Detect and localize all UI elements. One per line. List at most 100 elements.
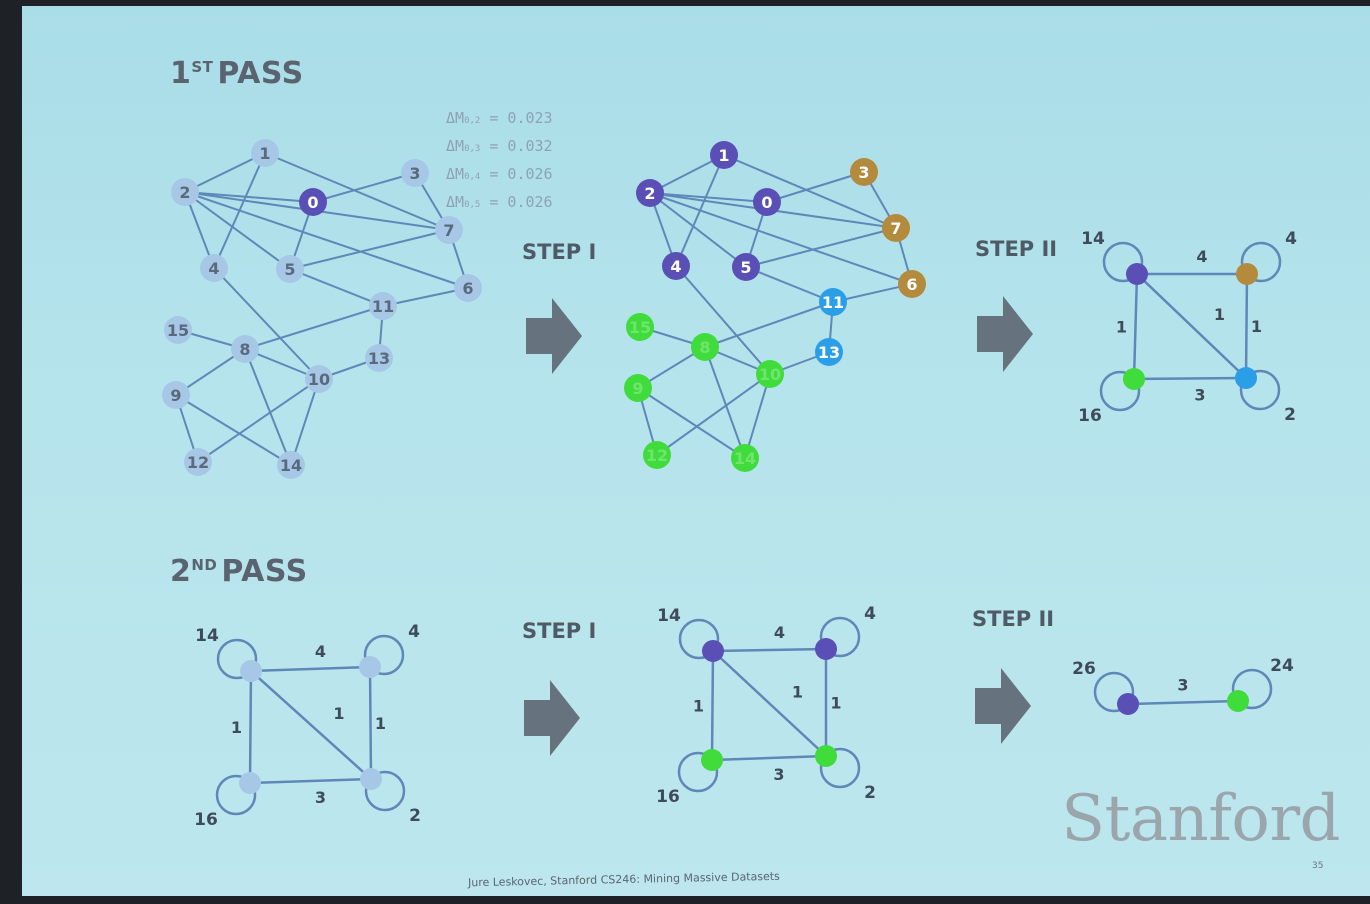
edge-weight-label: 1 xyxy=(693,697,704,716)
graph-node xyxy=(299,188,327,216)
graph-edge xyxy=(704,301,834,348)
delta-modularity-list: ΔM0,2 = 0.023 ΔM0,3 = 0.032 ΔM0,4 = 0.02… xyxy=(446,106,553,218)
graph-edge xyxy=(712,647,827,653)
graph-node-label: 14 xyxy=(734,449,756,468)
graph-node xyxy=(898,270,926,298)
graph-node xyxy=(164,316,192,344)
graph-node-label: 1 xyxy=(259,144,270,163)
edge-weight-label: 1 xyxy=(1251,317,1262,336)
graph-node xyxy=(691,333,719,361)
pass1-step2-label: STEP II xyxy=(975,237,1058,261)
graph-node xyxy=(435,216,463,244)
graph-edge xyxy=(656,373,771,456)
graph-node xyxy=(359,656,381,678)
graph-node xyxy=(184,448,212,476)
graph-node-label: 2 xyxy=(179,183,190,202)
graph-edge xyxy=(637,387,746,459)
self-loop xyxy=(1099,370,1141,412)
graph-node xyxy=(753,188,781,216)
edge-weight-label: 1 xyxy=(231,718,242,737)
graph-edge xyxy=(711,754,827,762)
self-loop xyxy=(677,751,719,793)
graph-node-label: 2 xyxy=(644,184,655,203)
graph-node-label: 10 xyxy=(759,365,781,384)
delta-m-3: ΔM0,5 = 0.026 xyxy=(446,193,553,211)
self-loop xyxy=(364,770,406,812)
pass1-title: 1ST PASS xyxy=(170,56,304,91)
graph-node-label: 11 xyxy=(372,297,394,316)
pass2-step1-graph: 4 1 1 1 3 14 4 16 2 xyxy=(656,604,876,807)
graph-edge xyxy=(1132,273,1139,380)
graph-edge xyxy=(184,191,469,289)
graph-edge xyxy=(745,227,897,268)
self-loop xyxy=(1231,668,1273,710)
graph-edge xyxy=(264,152,450,231)
page-number: 35 xyxy=(1312,861,1324,871)
graph-node-label: 8 xyxy=(699,338,710,357)
graph-node-label: 16 xyxy=(1078,406,1102,426)
graph-node-label: 2 xyxy=(409,806,421,826)
graph-node-label: 13 xyxy=(818,343,840,362)
graph-node xyxy=(636,179,664,207)
edge-weight-label: 3 xyxy=(773,765,784,784)
edge-weight-label: 1 xyxy=(792,683,803,702)
graph-node-label: 6 xyxy=(462,279,473,298)
graph-node-label: 2 xyxy=(1284,405,1296,425)
graph-node-label: 4 xyxy=(208,259,219,278)
pass2-step2-graph: 3 26 24 xyxy=(1072,656,1294,715)
edge-weight-label: 1 xyxy=(830,694,841,713)
graph-node xyxy=(819,288,847,316)
graph-node xyxy=(732,253,760,281)
self-loop xyxy=(678,618,720,660)
graph-node xyxy=(882,214,910,242)
graph-node xyxy=(171,178,199,206)
delta-m-0: ΔM0,2 = 0.023 xyxy=(446,109,553,127)
edge-weight-label: 3 xyxy=(1194,386,1205,405)
graph-edge xyxy=(675,154,725,267)
graph-node xyxy=(401,159,429,187)
graph-edge xyxy=(1244,273,1249,379)
graph-node-label: 9 xyxy=(632,379,643,398)
graph-node xyxy=(1235,367,1257,389)
graph-node xyxy=(251,139,279,167)
graph-node xyxy=(360,768,382,790)
graph-node-label: 10 xyxy=(308,370,330,389)
graph-edge xyxy=(649,192,768,203)
graph-node-label: 15 xyxy=(629,318,651,337)
graph-node-label: 7 xyxy=(890,219,901,238)
graph-edge xyxy=(710,650,715,761)
graph-node-label: 1 xyxy=(718,146,729,165)
graph-node-label: 24 xyxy=(1270,656,1294,676)
pass2-step1-label: STEP I xyxy=(522,619,597,643)
edge-weight-label: 4 xyxy=(315,642,326,661)
graph-edge xyxy=(649,192,913,285)
graph-edge xyxy=(249,777,372,785)
graph-node-label: 14 xyxy=(280,456,302,475)
graph-node-label: 0 xyxy=(761,193,772,212)
edge-weight-label: 1 xyxy=(1214,305,1225,324)
graph-node xyxy=(277,451,305,479)
graph-node xyxy=(701,749,723,771)
graph-node xyxy=(1126,263,1148,285)
graph-node-label: 4 xyxy=(1285,229,1297,249)
graph-edge xyxy=(289,229,450,270)
edge-weight-label: 4 xyxy=(774,623,785,642)
graph-node-label: 7 xyxy=(443,221,454,240)
graph-edge xyxy=(712,650,827,757)
graph-node xyxy=(756,360,784,388)
graph-edge xyxy=(766,171,865,203)
graph-edge xyxy=(368,666,373,780)
self-loop xyxy=(1093,671,1135,713)
graph-node xyxy=(305,365,333,393)
graph-node xyxy=(1227,690,1249,712)
graph-edge xyxy=(1136,273,1247,379)
self-loop xyxy=(216,638,258,680)
graph-node-label: 0 xyxy=(307,193,318,212)
graph-node-label: 6 xyxy=(906,275,917,294)
graph-node xyxy=(702,640,724,662)
graph-node xyxy=(815,745,837,767)
graph-node-label: 12 xyxy=(187,453,209,472)
graph-node-label: 14 xyxy=(657,606,681,626)
self-loop xyxy=(1102,241,1144,283)
graph-node-label: 13 xyxy=(368,349,390,368)
